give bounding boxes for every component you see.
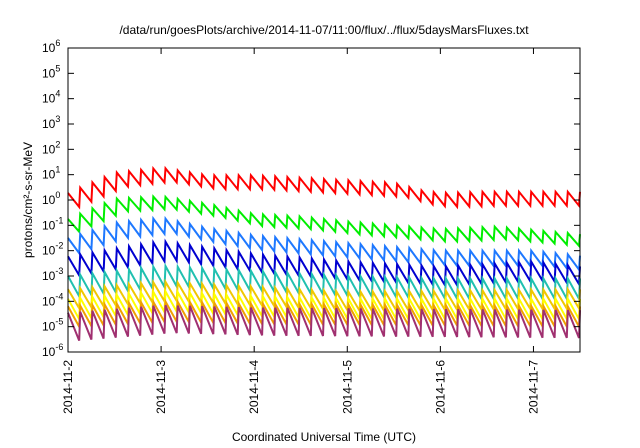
plot-series [67,165,581,341]
y-tick-label: 102 [42,139,60,156]
chart-title: /data/run/goesPlots/archive/2014-11-07/1… [119,23,529,37]
x-axis: 2014-11-2 2014-11-3 2014-11-4 2014-11-5 2014… [61,48,540,414]
x-tick-label: 2014-11-7 [526,360,540,414]
x-tick-label: 2014-11-4 [247,360,261,414]
y-tick-label: 106 [42,38,60,55]
y-axis: 10-6 10-5 10-4 10-3 10-2 10-1 100 101 102 103 104 1… [42,38,580,359]
x-axis-label: Coordinated Universal Time (UTC) [232,430,416,444]
series-line-5 [67,262,581,303]
y-tick-label: 10-1 [42,215,63,232]
y-tick-label: 10-4 [42,291,63,308]
series-line-6 [67,278,581,315]
y-tick-label: 10-2 [42,241,63,258]
series-line-2 [67,194,581,249]
y-tick-label: 10-3 [42,266,63,283]
y-tick-label: 100 [42,190,60,207]
y-tick-label: 103 [42,114,60,131]
y-tick-label: 10-5 [42,317,63,334]
series-line-8 [67,297,581,331]
series-line-3 [67,215,581,273]
y-tick-label: 105 [42,63,60,80]
x-tick-label: 2014-11-5 [340,360,354,414]
y-axis-label: protons/cm²-s-sr-MeV [21,142,35,258]
y-tick-label: 104 [42,89,60,106]
series-line-1 [67,165,581,210]
x-tick-label: 2014-11-6 [433,360,447,414]
y-tick-label: 101 [42,165,60,182]
series-line-7 [67,287,581,323]
series-line-9 [67,304,581,341]
series-line-4 [67,238,581,289]
x-tick-label: 2014-11-2 [61,360,75,414]
y-tick-label: 10-6 [42,342,63,359]
x-tick-label: 2014-11-3 [154,360,168,414]
